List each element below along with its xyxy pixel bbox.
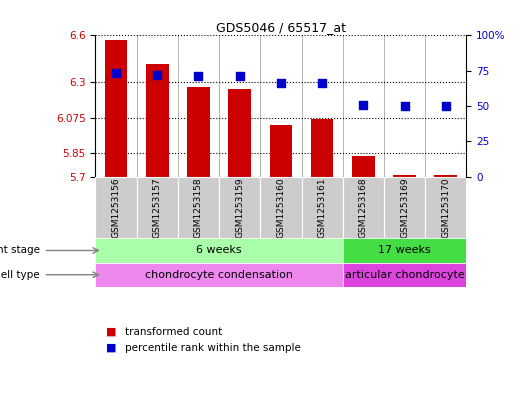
- Text: GSM1253158: GSM1253158: [194, 177, 203, 238]
- Point: [112, 70, 120, 77]
- Bar: [95, 176, 137, 238]
- Bar: [228, 89, 251, 176]
- Bar: [95, 263, 343, 287]
- Bar: [270, 125, 292, 176]
- Point: [277, 80, 285, 86]
- Bar: [95, 238, 343, 263]
- Text: 6 weeks: 6 weeks: [196, 246, 242, 255]
- Bar: [104, 40, 127, 176]
- Bar: [311, 119, 333, 176]
- Title: GDS5046 / 65517_at: GDS5046 / 65517_at: [216, 21, 346, 34]
- Bar: [146, 64, 169, 176]
- Point: [318, 80, 326, 86]
- Text: GSM1253170: GSM1253170: [441, 177, 450, 238]
- Bar: [260, 176, 302, 238]
- Text: ■: ■: [106, 327, 117, 337]
- Bar: [302, 176, 343, 238]
- Point: [194, 73, 202, 79]
- Bar: [178, 176, 219, 238]
- Bar: [343, 263, 466, 287]
- Text: GSM1253159: GSM1253159: [235, 177, 244, 238]
- Text: GSM1253169: GSM1253169: [400, 177, 409, 238]
- Text: GSM1253160: GSM1253160: [277, 177, 285, 238]
- Text: articular chondrocyte: articular chondrocyte: [344, 270, 464, 280]
- Text: 17 weeks: 17 weeks: [378, 246, 431, 255]
- Text: chondrocyte condensation: chondrocyte condensation: [145, 270, 293, 280]
- Text: GSM1253156: GSM1253156: [111, 177, 120, 238]
- Bar: [219, 176, 260, 238]
- Text: percentile rank within the sample: percentile rank within the sample: [125, 343, 301, 353]
- Bar: [384, 176, 425, 238]
- Text: ■: ■: [106, 343, 117, 353]
- Text: development stage: development stage: [0, 246, 40, 255]
- Point: [441, 103, 450, 109]
- Text: transformed count: transformed count: [125, 327, 222, 337]
- Text: GSM1253168: GSM1253168: [359, 177, 368, 238]
- Point: [400, 103, 409, 109]
- Point: [153, 72, 162, 78]
- Bar: [393, 175, 416, 176]
- Text: cell type: cell type: [0, 270, 40, 280]
- Bar: [187, 87, 210, 176]
- Bar: [343, 176, 384, 238]
- Point: [359, 101, 368, 108]
- Bar: [425, 176, 466, 238]
- Text: GSM1253157: GSM1253157: [153, 177, 162, 238]
- Text: GSM1253161: GSM1253161: [317, 177, 326, 238]
- Bar: [352, 156, 375, 176]
- Bar: [343, 238, 466, 263]
- Point: [235, 73, 244, 79]
- Bar: [435, 175, 457, 176]
- Bar: [137, 176, 178, 238]
